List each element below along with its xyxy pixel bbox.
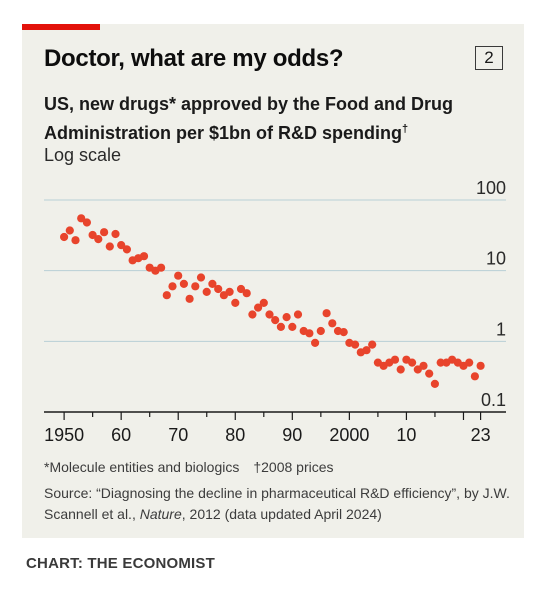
data-point: [419, 361, 428, 370]
data-point: [179, 279, 188, 288]
footnotes: *Molecule entities and biologics †2008 pr…: [44, 459, 334, 475]
data-point: [351, 340, 360, 349]
data-point: [191, 282, 200, 291]
data-point: [362, 346, 371, 355]
chart-subtitle: US, new drugs* approved by the Food and …: [44, 92, 514, 146]
data-point: [276, 322, 285, 331]
data-point: [322, 309, 331, 318]
x-tick-label: 1950: [44, 425, 84, 445]
data-point: [111, 229, 120, 239]
data-point: [71, 236, 80, 245]
y-axis-labels: 100 10 1 0.1: [476, 178, 506, 410]
y-tick-label: 10: [486, 249, 506, 269]
data-point: [105, 242, 114, 251]
data-point: [408, 358, 417, 367]
subtitle-dagger: †: [402, 123, 409, 135]
data-point: [339, 328, 348, 337]
data-point: [425, 369, 434, 378]
subtitle-text: US, new drugs* approved by the Food and …: [44, 94, 454, 143]
data-point: [100, 228, 109, 237]
x-tick-label: 2000: [329, 425, 369, 445]
data-point: [470, 372, 479, 381]
source-note: Source: “Diagnosing the decline in pharm…: [44, 483, 514, 525]
data-point: [316, 326, 325, 336]
chart-credit: CHART: THE ECONOMIST: [26, 555, 215, 572]
data-point: [368, 340, 377, 349]
x-tick-label: 23: [471, 425, 491, 445]
data-point: [254, 303, 263, 312]
data-point: [242, 289, 251, 298]
data-point: [65, 226, 74, 235]
data-point: [225, 287, 234, 296]
data-point: [94, 235, 103, 244]
data-point: [476, 361, 485, 370]
data-point: [430, 379, 439, 388]
data-point: [202, 287, 211, 296]
source-prefix: Source: “Diagnosing the decline in pharm…: [44, 485, 510, 522]
y-tick-label: 100: [476, 178, 506, 198]
data-point: [174, 271, 183, 280]
data-points: [60, 214, 485, 388]
x-tick-label: 80: [225, 425, 245, 445]
data-point: [208, 279, 217, 288]
chart-title: Doctor, what are my odds?: [44, 45, 344, 72]
data-point: [185, 294, 194, 303]
data-point: [82, 218, 91, 227]
source-suffix: , 2012 (data updated April 2024): [181, 506, 382, 522]
data-point: [157, 263, 166, 272]
data-point: [288, 322, 297, 331]
y-tick-label: 0.1: [481, 390, 506, 410]
x-tick-label: 90: [282, 425, 302, 445]
data-point: [396, 365, 405, 374]
data-point: [139, 252, 149, 261]
data-point: [60, 232, 69, 242]
footnote-molecules: *Molecule entities and biologics: [44, 459, 240, 475]
data-point: [248, 310, 257, 319]
x-tick-label: 70: [168, 425, 188, 445]
data-point: [236, 284, 246, 294]
chart-number-badge: 2: [475, 46, 503, 70]
y-tick-label: 1: [496, 319, 506, 339]
data-point: [162, 291, 171, 300]
data-point: [259, 298, 268, 307]
data-point: [328, 319, 337, 328]
data-point: [88, 230, 97, 240]
data-point: [265, 310, 274, 319]
chart-panel: [22, 24, 524, 538]
log-scale-note: Log scale: [44, 145, 122, 165]
data-point: [271, 316, 280, 325]
data-point: [305, 329, 314, 338]
gridlines: [44, 199, 506, 342]
data-point: [122, 245, 131, 254]
data-point: [390, 355, 400, 364]
data-point: [311, 338, 320, 347]
data-point: [214, 284, 223, 294]
x-tick-label: 10: [396, 425, 416, 445]
data-point: [465, 358, 474, 367]
data-point: [77, 214, 86, 223]
x-axis: 1950 60 70 80 90 2000 10 23: [44, 411, 506, 445]
data-point: [168, 282, 177, 291]
data-point: [196, 273, 206, 282]
footnote-prices: †2008 prices: [253, 459, 334, 475]
data-point: [282, 313, 291, 322]
x-tick-label: 60: [111, 425, 131, 445]
data-point: [436, 358, 445, 367]
data-point: [117, 241, 126, 250]
source-journal: Nature: [139, 506, 182, 522]
data-point: [231, 298, 240, 307]
brand-red-bar: [22, 24, 100, 30]
data-point: [293, 310, 303, 319]
